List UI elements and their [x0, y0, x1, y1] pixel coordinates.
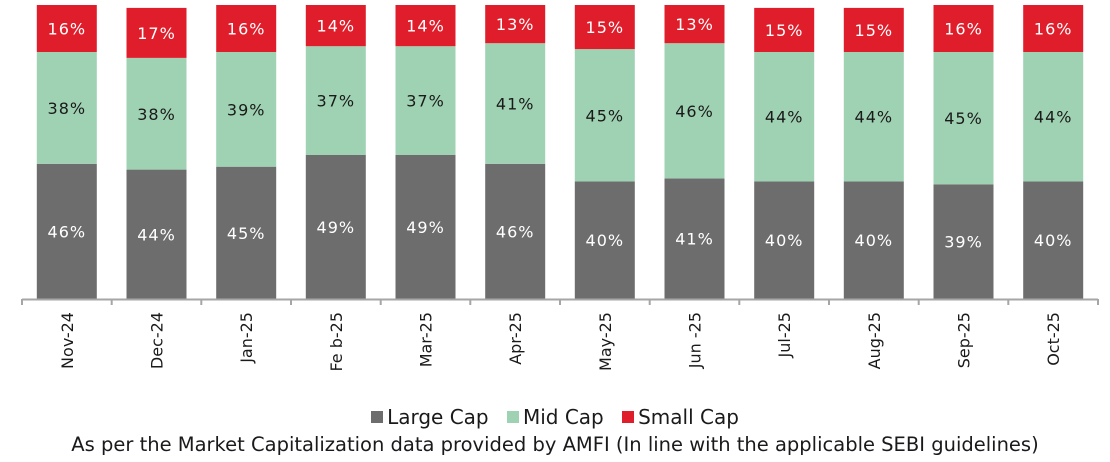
footnote: As per the Market Capitalization data pr… — [71, 433, 1039, 456]
data-label-mid-cap: 37% — [317, 92, 356, 111]
data-label-mid-cap: 44% — [765, 108, 804, 127]
bar-segment-mid-cap — [1023, 52, 1084, 182]
x-tick-label: Dec-24 — [148, 312, 167, 369]
data-label-large-cap: 39% — [944, 233, 983, 252]
bar-segment-large-cap — [664, 178, 725, 299]
bar-segment-large-cap — [574, 181, 635, 299]
data-label-mid-cap: 41% — [496, 95, 535, 114]
x-tick-label: Sep-25 — [955, 312, 974, 368]
bar-segment-mid-cap — [305, 46, 366, 156]
data-label-small-cap: 17% — [137, 24, 176, 43]
bar-segment-mid-cap — [395, 46, 456, 156]
data-label-mid-cap: 45% — [944, 109, 983, 128]
bar-segment-mid-cap — [126, 57, 187, 170]
bar-segment-large-cap — [305, 154, 366, 299]
x-tick-label: Oct-25 — [1044, 312, 1063, 366]
stacked-bar-chart: 46% 38% 16% Nov-24 44% 38% 17% Dec-24 45% 39% 16% J… — [21, 5, 1099, 372]
legend-item-large-cap: Large Cap — [371, 405, 489, 429]
bar-segment-large-cap — [395, 154, 456, 299]
bar-segment-small-cap — [664, 5, 725, 44]
bar-segment-large-cap — [485, 163, 546, 299]
bar-segment-large-cap — [36, 163, 97, 299]
data-label-mid-cap: 39% — [227, 100, 266, 119]
bar-segment-small-cap — [36, 5, 97, 52]
bar-segment-mid-cap — [36, 52, 97, 164]
legend-swatch-small-cap — [622, 411, 635, 423]
data-label-mid-cap: 45% — [586, 106, 625, 125]
bar-segment-mid-cap — [933, 52, 994, 185]
data-label-small-cap: 14% — [317, 17, 356, 36]
bar-segment-large-cap — [1023, 181, 1084, 299]
data-label-large-cap: 40% — [765, 231, 804, 250]
x-tick-label: Fe b-25 — [327, 312, 346, 372]
data-label-large-cap: 45% — [227, 224, 266, 243]
legend-label-large-cap: Large Cap — [387, 405, 489, 429]
bar-segment-small-cap — [126, 7, 187, 58]
x-tick-label: Nov-24 — [58, 312, 77, 369]
data-label-small-cap: 16% — [1034, 20, 1073, 39]
x-tick-label: Jul-25 — [775, 312, 794, 358]
x-tick-label: Jun -25 — [686, 312, 705, 369]
data-label-small-cap: 13% — [675, 15, 714, 34]
data-label-small-cap: 16% — [48, 20, 87, 39]
x-tick-label: Jan-25 — [237, 312, 256, 364]
data-label-large-cap: 49% — [317, 218, 356, 237]
legend-item-small-cap: Small Cap — [622, 405, 739, 429]
bar-segment-mid-cap — [664, 43, 725, 179]
bar-segment-large-cap — [843, 181, 904, 299]
bar-segment-small-cap — [395, 5, 456, 47]
x-tick-label: Aug-25 — [865, 312, 884, 369]
x-tick-label: Apr-25 — [506, 312, 525, 365]
data-label-mid-cap: 44% — [855, 108, 894, 127]
data-label-large-cap: 46% — [496, 222, 535, 241]
bar-segment-mid-cap — [754, 52, 815, 182]
bar-segment-large-cap — [933, 184, 994, 299]
data-label-small-cap: 15% — [765, 21, 804, 40]
data-label-large-cap: 46% — [48, 222, 87, 241]
x-tick-label: Mar-25 — [417, 312, 436, 367]
legend-item-mid-cap: Mid Cap — [506, 405, 604, 429]
data-label-mid-cap: 46% — [675, 102, 714, 121]
bar-segment-small-cap — [216, 5, 277, 52]
chart-legend: Large Cap Mid Cap Small Cap — [0, 404, 1110, 429]
bar-segment-mid-cap — [843, 52, 904, 182]
x-tick-label: May-25 — [596, 312, 615, 371]
bar-segment-large-cap — [754, 181, 815, 299]
legend-swatch-large-cap — [371, 411, 384, 423]
data-label-small-cap: 14% — [406, 17, 445, 36]
data-label-mid-cap: 44% — [1034, 108, 1073, 127]
data-label-small-cap: 15% — [586, 18, 625, 37]
data-label-small-cap: 13% — [496, 15, 535, 34]
bar-segment-small-cap — [574, 5, 635, 50]
data-label-large-cap: 49% — [406, 218, 445, 237]
data-label-mid-cap: 37% — [406, 92, 445, 111]
bar-segment-large-cap — [126, 169, 187, 299]
bar-segment-small-cap — [1023, 5, 1084, 52]
bar-segment-small-cap — [933, 5, 994, 52]
legend-label-small-cap: Small Cap — [638, 405, 739, 429]
data-label-large-cap: 40% — [586, 231, 625, 250]
legend-swatch-mid-cap — [506, 411, 519, 423]
data-label-large-cap: 44% — [137, 225, 176, 244]
data-label-small-cap: 16% — [227, 20, 266, 39]
data-label-mid-cap: 38% — [48, 99, 87, 118]
bar-segment-large-cap — [216, 166, 277, 299]
bar-segment-mid-cap — [485, 43, 546, 164]
legend-label-mid-cap: Mid Cap — [522, 405, 604, 429]
bar-segment-small-cap — [305, 5, 366, 47]
data-label-mid-cap: 38% — [137, 105, 176, 124]
data-label-small-cap: 15% — [855, 21, 894, 40]
data-label-large-cap: 41% — [675, 230, 714, 249]
bar-segment-mid-cap — [574, 49, 635, 182]
data-label-small-cap: 16% — [944, 20, 983, 39]
data-label-large-cap: 40% — [1034, 231, 1073, 250]
bar-segment-mid-cap — [216, 52, 277, 167]
data-label-large-cap: 40% — [855, 231, 894, 250]
bar-segment-small-cap — [843, 7, 904, 52]
bar-segment-small-cap — [754, 7, 815, 52]
bar-segment-small-cap — [485, 5, 546, 44]
